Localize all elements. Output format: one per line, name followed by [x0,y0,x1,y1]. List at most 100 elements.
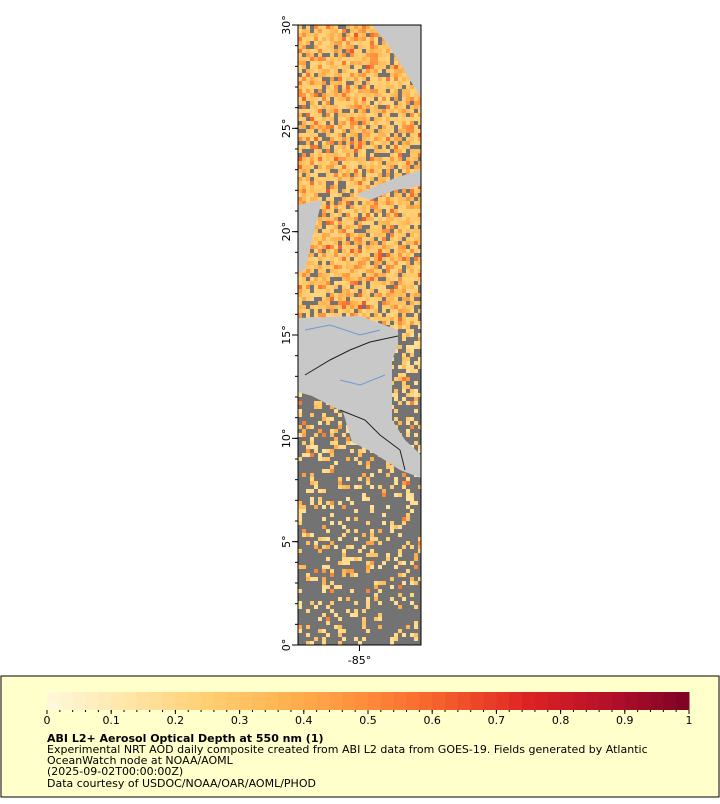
aerosol-cell [382,57,386,61]
aerosol-cell [310,185,314,189]
aerosol-cell [390,237,394,241]
aerosol-cell [358,65,362,69]
aerosol-cell [374,597,378,601]
aerosol-cell [318,157,322,161]
aerosol-cell [354,277,358,281]
aerosol-cell [346,561,350,565]
aerosol-cell [362,253,366,257]
aerosol-cell [346,273,350,277]
aerosol-cell [322,161,326,165]
aerosol-cell [410,89,414,93]
aerosol-cell [330,253,334,257]
aerosol-cell [382,89,386,93]
aerosol-cell [346,269,350,273]
aerosol-cell [322,629,326,633]
aerosol-cell [414,205,418,209]
aerosol-cell [334,305,338,309]
aerosol-cell [362,473,366,477]
aerosol-cell [350,53,354,57]
aerosol-cell [386,193,390,197]
aerosol-cell [362,265,366,269]
aerosol-cell [350,93,354,97]
aerosol-cell [342,297,346,301]
aerosol-cell [394,161,398,165]
aerosol-cell [394,153,398,157]
aerosol-cell [322,569,326,573]
aerosol-cell [366,461,370,465]
aerosol-cell [382,245,386,249]
aerosol-cell [366,257,370,261]
colorbar-step [496,692,510,710]
aerosol-cell [358,221,362,225]
aerosol-cell [338,521,342,525]
aerosol-cell [362,57,366,61]
aerosol-cell [414,117,418,121]
aerosol-cell [354,305,358,309]
colorbar-step [136,692,151,710]
aerosol-cell [390,201,394,205]
aerosol-cell [298,69,302,73]
aerosol-cell [394,105,398,109]
aerosol-cell [414,225,418,229]
aerosol-cell [314,505,318,509]
aerosol-cell [354,245,358,249]
aerosol-cell [378,237,382,241]
aerosol-cell [298,293,302,297]
aerosol-cell [382,561,386,565]
aerosol-cell [326,565,330,569]
aerosol-cell [402,305,406,309]
aerosol-cell [314,481,318,485]
aerosol-cell [346,305,350,309]
aerosol-cell [378,117,382,121]
aerosol-cell [406,513,410,517]
aerosol-cell [390,265,394,269]
aerosol-cell [354,485,358,489]
aerosol-cell [382,193,386,197]
aerosol-cell [366,293,370,297]
aerosol-cell [330,313,334,317]
aerosol-cell [366,569,370,573]
aerosol-cell [398,573,402,577]
aerosol-cell [334,81,338,85]
aerosol-cell [402,245,406,249]
aerosol-cell [322,261,326,265]
aerosol-cell [378,253,382,257]
aerosol-cell [410,189,414,193]
aerosol-cell [330,441,334,445]
aerosol-cell [402,73,406,77]
aerosol-cell [298,149,302,153]
aerosol-cell [378,209,382,213]
aerosol-cell [342,137,346,141]
aerosol-cell [366,597,370,601]
aerosol-cell [342,265,346,269]
aerosol-cell [418,105,421,109]
aerosol-cell [390,165,394,169]
aerosol-cell [306,73,310,77]
aerosol-cell [402,357,406,361]
aerosol-cell [322,273,326,277]
aerosol-cell [374,225,378,229]
aerosol-cell [378,65,382,69]
aerosol-cell [386,241,390,245]
aerosol-cell [298,401,302,405]
aerosol-cell [390,81,394,85]
aerosol-cell [406,209,410,213]
aerosol-cell [362,149,366,153]
aerosol-cell [342,85,346,89]
aerosol-cell [358,161,362,165]
aerosol-cell [366,85,370,89]
aerosol-cell [394,145,398,149]
aerosol-cell [318,165,322,169]
aerosol-cell [314,161,318,165]
aerosol-cell [326,237,330,241]
aerosol-cell [318,457,322,461]
aerosol-cell [310,97,314,101]
aerosol-cell [370,229,374,233]
aerosol-cell [326,117,330,121]
aerosol-cell [382,301,386,305]
aerosol-cell [374,85,378,89]
aerosol-cell [306,145,310,149]
aerosol-cell [298,57,302,61]
aerosol-cell [398,101,402,105]
aerosol-cell [318,421,322,425]
